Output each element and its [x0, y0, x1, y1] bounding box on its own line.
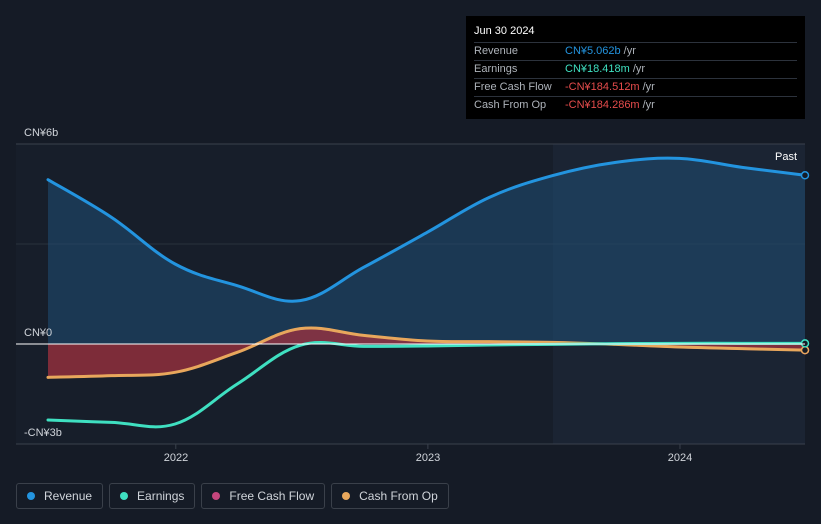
legend-label: Cash From Op [359, 489, 438, 503]
tooltip-row-cash-from-op: Cash From Op -CN¥184.286m /yr [474, 96, 797, 114]
revenue-endpoint [800, 171, 810, 180]
x-tick-label-2022: 2022 [164, 452, 188, 464]
tooltip-unit: /yr [632, 63, 646, 75]
tooltip-value: -CN¥184.286m [565, 99, 640, 111]
axes [16, 343, 805, 449]
cash-from-op-line [46, 326, 807, 379]
legend-item-earnings[interactable]: Earnings [109, 483, 196, 509]
revenue-dot-icon [27, 492, 35, 500]
x-tick-label-2023: 2023 [416, 452, 440, 464]
past-label: Past [775, 151, 797, 163]
tooltip-date: Jun 30 2024 [474, 25, 535, 37]
tooltip-label: Earnings [474, 63, 518, 75]
legend-label: Free Cash Flow [229, 489, 315, 503]
tooltip-value: CN¥5.062b [565, 45, 621, 57]
tooltip-unit: /yr [642, 81, 655, 93]
free-cash-flow-dot-icon [212, 492, 221, 500]
legend-item-cash-from-op[interactable]: Cash From Op [331, 483, 449, 509]
legend-item-revenue[interactable]: Revenue [16, 483, 104, 509]
legend-label: Revenue [44, 489, 93, 503]
tooltip-label: Cash From Op [474, 99, 547, 111]
y-label-top: CN¥6b [24, 127, 58, 139]
legend-label: Earnings [137, 489, 185, 503]
earnings-dot-icon [120, 492, 129, 500]
tooltip-unit: /yr [623, 45, 636, 57]
tooltip-unit: /yr [642, 99, 655, 111]
revenue-area [48, 158, 805, 344]
legend-item-free-cash-flow[interactable]: Free Cash Flow [201, 483, 326, 509]
tooltip-row-free-cash-flow: Free Cash Flow -CN¥184.512m /yr [474, 78, 797, 96]
tooltip-value: -CN¥184.512m [565, 81, 640, 93]
earnings-line [46, 341, 807, 429]
x-tick-label-2024: 2024 [668, 452, 692, 464]
tooltip-row-earnings: Earnings CN¥18.418m /yr [474, 60, 797, 78]
series-areas [48, 158, 805, 378]
tooltip-label: Revenue [474, 45, 519, 57]
tooltip-value: CN¥18.418m [565, 63, 630, 75]
earnings-endpoint [800, 339, 810, 348]
series-lines [46, 156, 810, 429]
legend: Revenue Earnings Free Cash Flow Cash Fro… [16, 483, 449, 509]
y-label-zero: CN¥0 [24, 327, 52, 339]
revenue-line [46, 156, 807, 303]
y-label-bottom: -CN¥3b [24, 427, 62, 439]
tooltip-row-revenue: Revenue CN¥5.062b /yr [474, 42, 797, 60]
free-cash-flow-area [48, 328, 805, 378]
tooltip-label: Free Cash Flow [474, 81, 552, 93]
cash-from-op-dot-icon [342, 492, 351, 500]
cash-from-op-endpoint [800, 345, 810, 355]
tooltip: Jun 30 2024 Revenue CN¥5.062b /yr Earnin… [466, 16, 805, 119]
